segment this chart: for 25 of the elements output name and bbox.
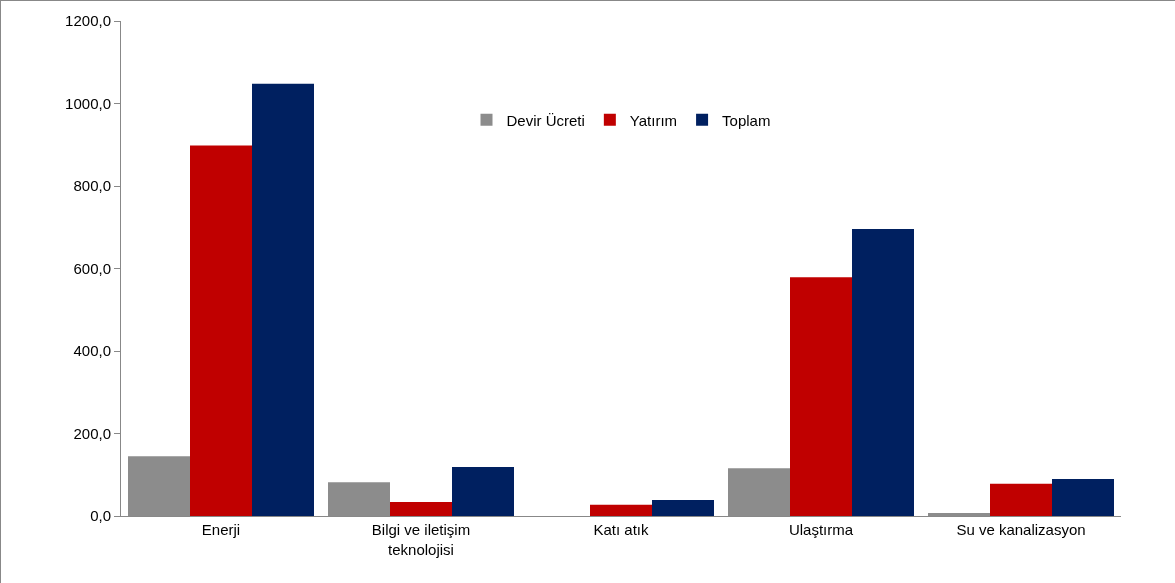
y-tick-label: 1000,0 <box>65 94 111 112</box>
y-tick-label: 400,0 <box>73 342 111 360</box>
y-tick-label: 1200,0 <box>65 12 111 30</box>
y-tick-label: 200,0 <box>73 424 111 442</box>
legend-label: Toplam <box>722 111 771 129</box>
bar <box>652 499 714 516</box>
y-tick-label: 800,0 <box>73 177 111 195</box>
x-tick-label: Bilgi ve iletişim teknolojisi <box>371 521 471 558</box>
x-tick-label: Katı atık <box>593 521 650 538</box>
legend-label: Yatırım <box>629 111 678 129</box>
bar <box>390 501 452 516</box>
bar <box>990 483 1052 516</box>
legend-label: Devir Ücreti <box>506 111 585 129</box>
x-tick-label: Enerji <box>201 521 241 538</box>
bar <box>790 277 852 516</box>
bar <box>452 466 514 516</box>
y-tick-label: 0,0 <box>90 507 111 525</box>
bar <box>252 83 314 516</box>
bar <box>852 228 914 516</box>
x-tick-label: Su ve kanalizasyon <box>956 521 1086 538</box>
bar <box>1052 478 1114 516</box>
bar <box>190 145 252 516</box>
bar <box>590 504 652 516</box>
x-tick-label: Ulaştırma <box>788 521 854 538</box>
y-tick-label: 600,0 <box>73 259 111 277</box>
